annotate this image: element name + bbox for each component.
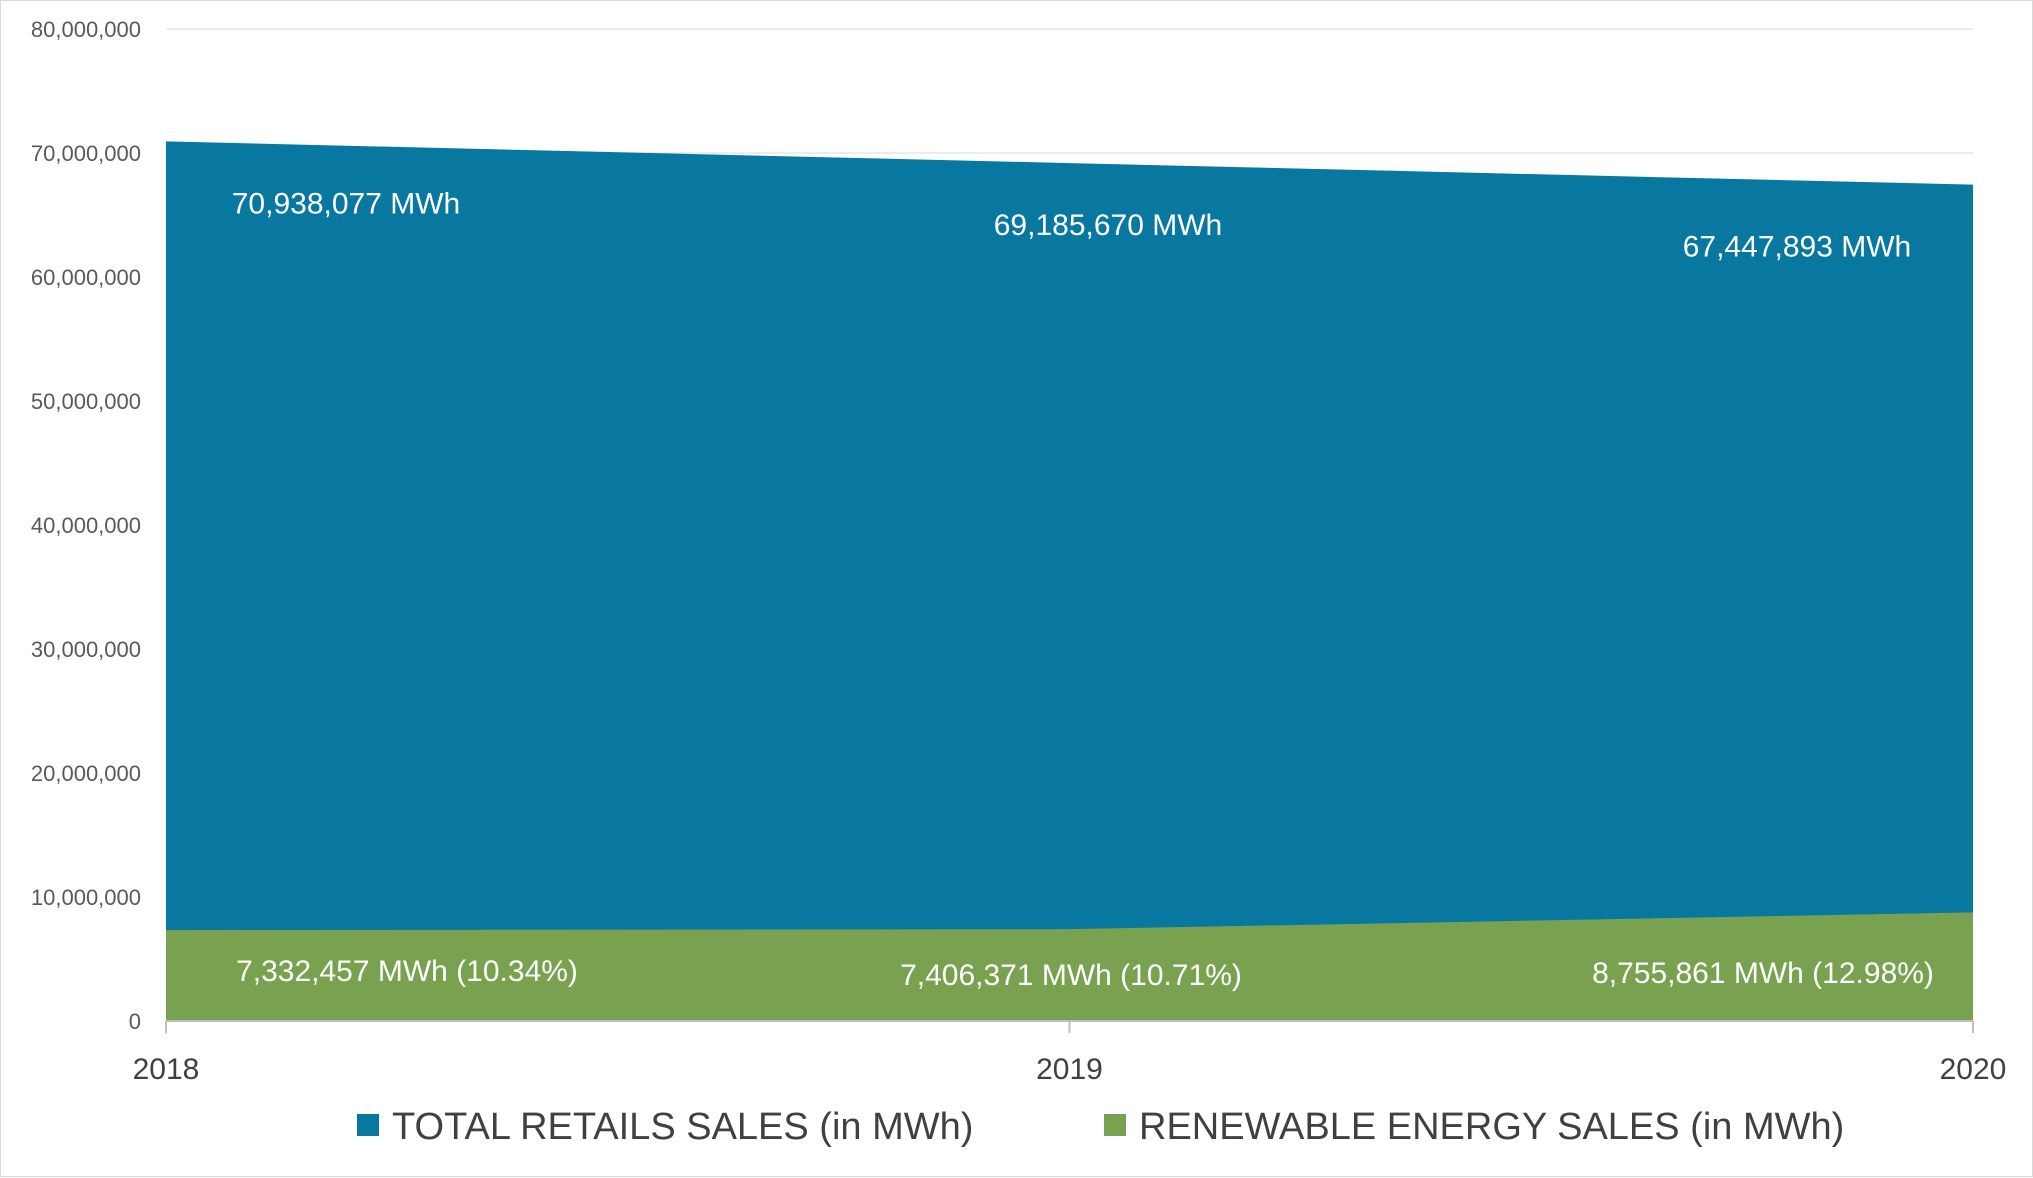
legend-label-1: TOTAL RETAILS SALES (in MWh) [392,1106,973,1148]
legend: TOTAL RETAILS SALES (in MWh) RENEWABLE EN… [357,1106,1844,1148]
x-tick-label: 2020 [1940,1053,2007,1086]
y-tick-label: 60,000,000 [31,265,141,290]
data-label-total: 70,938,077 MWh [232,187,460,220]
legend-swatch-2 [1104,1114,1126,1136]
legend-swatch-1 [357,1114,379,1136]
y-tick-label: 0 [129,1009,141,1034]
areas [166,141,1973,1021]
x-tick-label: 2019 [1036,1053,1103,1086]
data-label-total: 67,447,893 MWh [1683,231,1911,264]
y-tick-label: 20,000,000 [31,761,141,786]
data-label-total: 69,185,670 MWh [994,209,1222,242]
y-tick-label: 30,000,000 [31,637,141,662]
data-label-renewable: 7,332,457 MWh (10.34%) [236,955,578,988]
y-tick-label: 70,000,000 [31,141,141,166]
y-tick-label: 50,000,000 [31,389,141,414]
area-series-2 [166,912,1973,1021]
data-labels: 70,938,077 MWh 69,185,670 MWh 67,447,893 M… [232,187,1934,992]
x-tick-label: 2018 [133,1053,200,1086]
data-label-renewable: 8,755,861 MWh (12.98%) [1592,957,1934,990]
legend-label-2: RENEWABLE ENERGY SALES (in MWh) [1139,1106,1844,1148]
axes: 0 10,000,000 20,000,000 30,000,000 40,000,00… [31,17,2006,1086]
area-series-1 [166,141,1973,1021]
y-tick-label: 40,000,000 [31,513,141,538]
y-tick-label: 80,000,000 [31,17,141,42]
y-tick-label: 10,000,000 [31,885,141,910]
data-label-renewable: 7,406,371 MWh (10.71%) [900,959,1242,992]
